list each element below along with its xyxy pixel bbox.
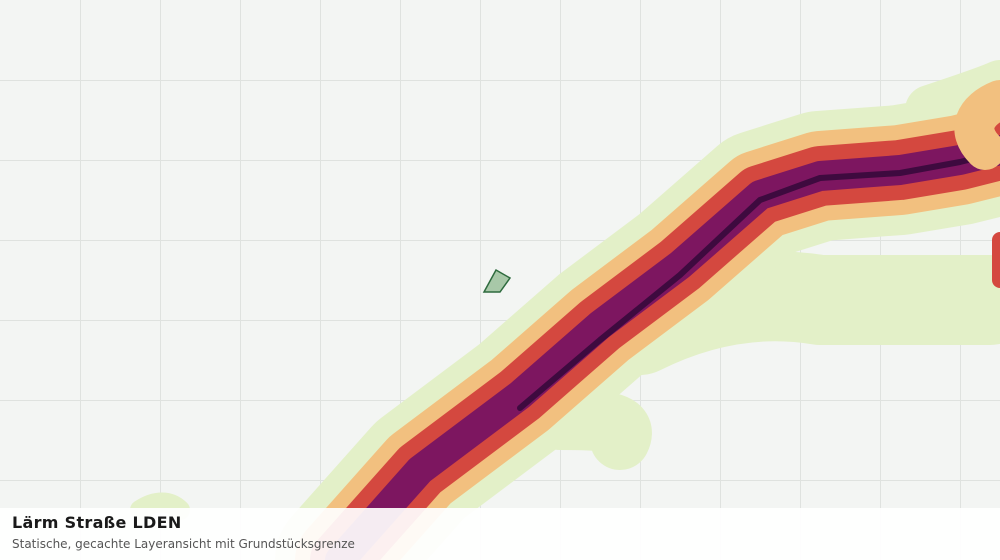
noise-layer	[130, 60, 1000, 560]
caption-panel: Lärm Straße LDEN Statische, gecachte Lay…	[0, 508, 1000, 560]
parcel-boundary	[482, 268, 512, 293]
layer-subtitle: Statische, gecachte Layeransicht mit Gru…	[12, 537, 355, 551]
layer-title: Lärm Straße LDEN	[12, 513, 182, 532]
